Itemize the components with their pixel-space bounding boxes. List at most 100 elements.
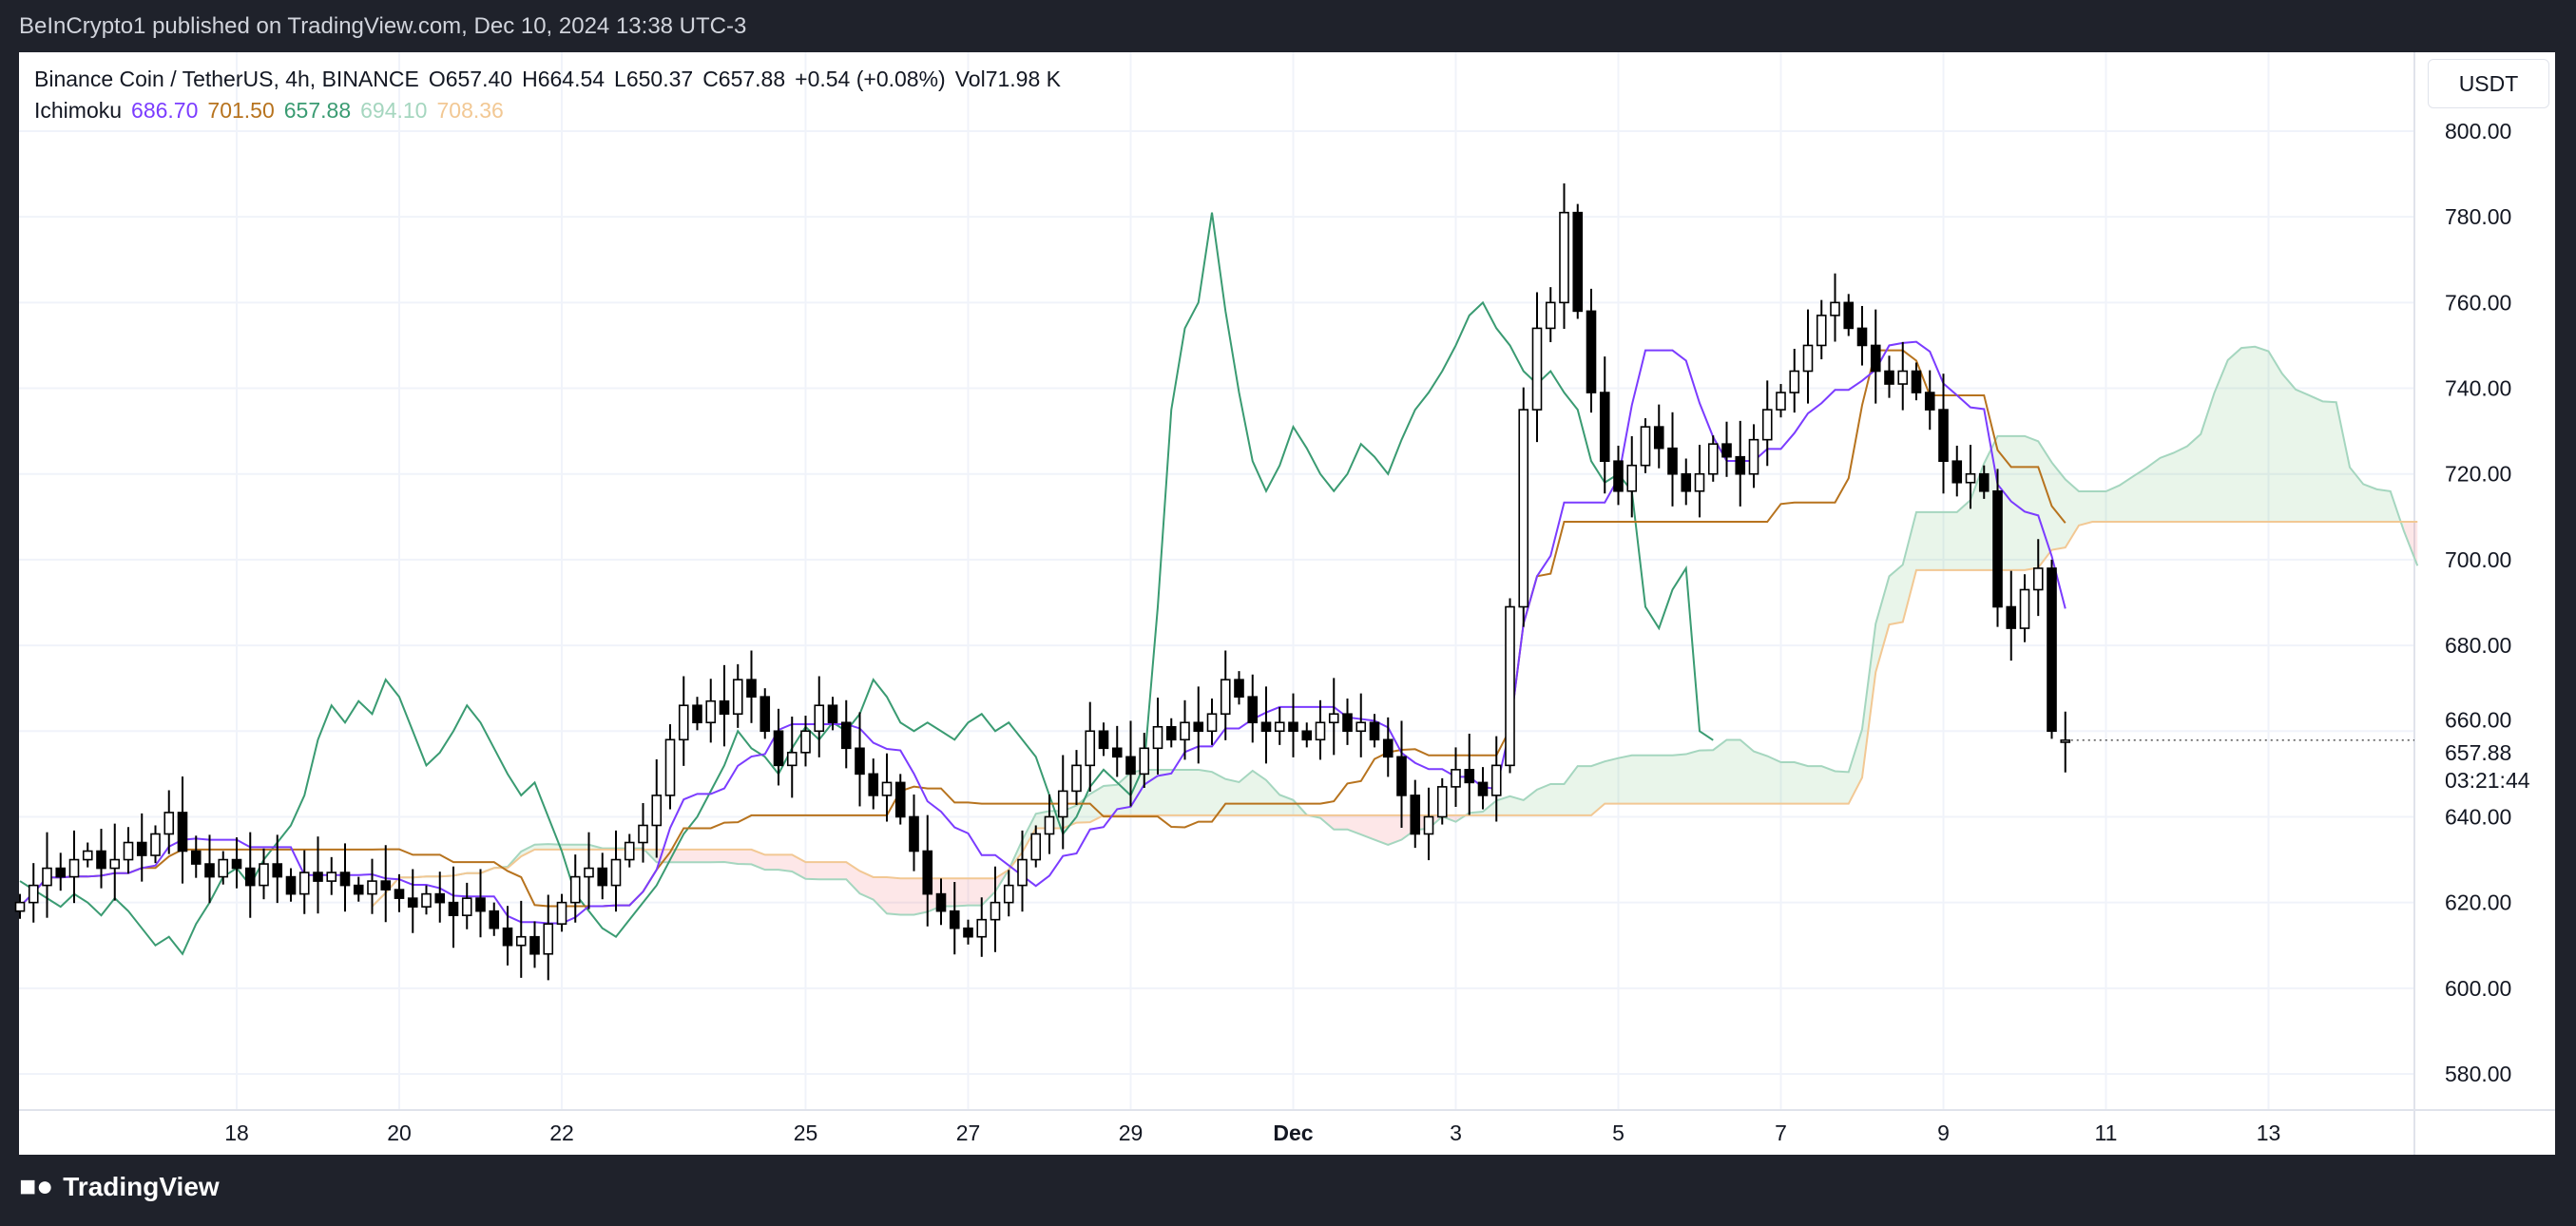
cloud-segment: [1144, 769, 1158, 815]
candle: [298, 872, 310, 895]
candle: [1667, 447, 1678, 475]
candle: [624, 841, 635, 861]
cloud-segment: [1618, 755, 1632, 804]
candle: [163, 812, 175, 835]
candle: [1220, 679, 1231, 716]
cloud-segment: [562, 844, 576, 850]
candle: [1098, 730, 1109, 750]
candle: [1545, 301, 1556, 330]
candle: [1978, 472, 1990, 492]
cloud-segment: [2227, 348, 2241, 523]
cloud-segment: [859, 871, 874, 900]
tradingview-logo[interactable]: ■● TradingView: [19, 1171, 220, 1203]
candle: [244, 867, 256, 887]
candle: [840, 721, 852, 750]
candle: [1897, 370, 1909, 385]
cloud-segment: [1279, 795, 1294, 815]
cloud-segment: [1076, 794, 1090, 823]
candle: [732, 679, 743, 716]
candle: [1924, 392, 1935, 411]
ohlc-low: L650.37: [614, 67, 694, 91]
cloud-segment: [1916, 511, 1931, 570]
candle: [1572, 211, 1584, 313]
candle: [1735, 455, 1746, 475]
cloud-segment: [1550, 784, 1565, 815]
candle: [1369, 721, 1380, 741]
candle: [1626, 464, 1638, 492]
cloud-segment: [1862, 623, 1876, 778]
ohlc-open: O657.40: [428, 67, 513, 91]
candle: [1139, 747, 1150, 776]
candle: [1193, 721, 1204, 733]
cloud-segment: [1713, 739, 1727, 804]
candle: [556, 901, 567, 925]
candle: [773, 730, 784, 767]
tenkan-value: 686.70: [131, 98, 199, 123]
cloud-segment: [1659, 755, 1673, 804]
cloud-segment: [2255, 346, 2269, 523]
candle: [109, 858, 121, 870]
candle: [1938, 409, 1949, 463]
conversion-line: [19, 340, 2067, 925]
candle: [1165, 725, 1177, 741]
candle: [407, 897, 418, 908]
candle: [692, 704, 702, 724]
x-tick-label: 25: [794, 1121, 818, 1145]
candle: [326, 872, 337, 882]
candle: [1559, 211, 1569, 304]
candle: [1721, 443, 1732, 458]
cloud-segment: [1754, 751, 1768, 804]
cloud-segment: [1564, 766, 1578, 815]
candle: [1599, 392, 1610, 462]
cloud-segment: [2133, 468, 2147, 523]
cloud-segment: [981, 878, 995, 906]
x-tick-label: 9: [1937, 1121, 1950, 1145]
candle: [1301, 730, 1313, 741]
cloud-segment: [2214, 359, 2228, 523]
cloud-segment: [1848, 729, 1862, 804]
cloud-segment: [697, 849, 711, 863]
indicator-name[interactable]: Ichimoku: [34, 98, 123, 123]
cloud-segment: [1334, 814, 1348, 830]
cloud-segment: [1184, 769, 1199, 815]
y-tick-label: 580.00: [2445, 1062, 2511, 1086]
candle: [1586, 310, 1597, 393]
cloud-segment: [846, 862, 860, 894]
candle: [1044, 815, 1055, 835]
cloud-segment: [2038, 441, 2052, 568]
cloud-segment: [1022, 814, 1036, 852]
cloud-segment: [1577, 766, 1591, 815]
candle: [1951, 460, 1963, 484]
candle: [313, 872, 323, 882]
ohlc-close: C657.88: [702, 67, 786, 91]
cloud-segment: [2241, 346, 2256, 523]
cloud-segment: [1930, 511, 1944, 570]
candle: [1410, 795, 1421, 835]
cloud-segment: [1158, 769, 1172, 815]
candle: [1653, 426, 1664, 450]
volume: Vol71.98 K: [954, 67, 1061, 91]
candle: [814, 704, 825, 733]
x-tick-label: 18: [224, 1121, 249, 1145]
cloud-segment: [1780, 762, 1795, 804]
candle: [82, 850, 93, 861]
cloud-segment: [887, 876, 901, 915]
candle: [569, 875, 581, 904]
symbol-title[interactable]: Binance Coin / TetherUS, 4h, BINANCE: [34, 67, 419, 91]
candle: [759, 696, 771, 733]
cloud-segment: [900, 878, 914, 915]
y-tick-label: 700.00: [2445, 547, 2511, 572]
currency-button[interactable]: USDT: [2428, 59, 2549, 108]
chart-panel[interactable]: [19, 52, 2555, 1155]
candle: [543, 923, 554, 955]
x-tick-label: 3: [1450, 1121, 1462, 1145]
candle: [1707, 443, 1719, 475]
x-tick-label: 5: [1612, 1121, 1624, 1145]
candle: [489, 910, 500, 929]
span-a-value: 694.10: [360, 98, 428, 123]
candle: [1640, 426, 1651, 467]
candle: [935, 892, 947, 912]
candle: [1206, 713, 1218, 733]
candle: [2032, 567, 2044, 591]
